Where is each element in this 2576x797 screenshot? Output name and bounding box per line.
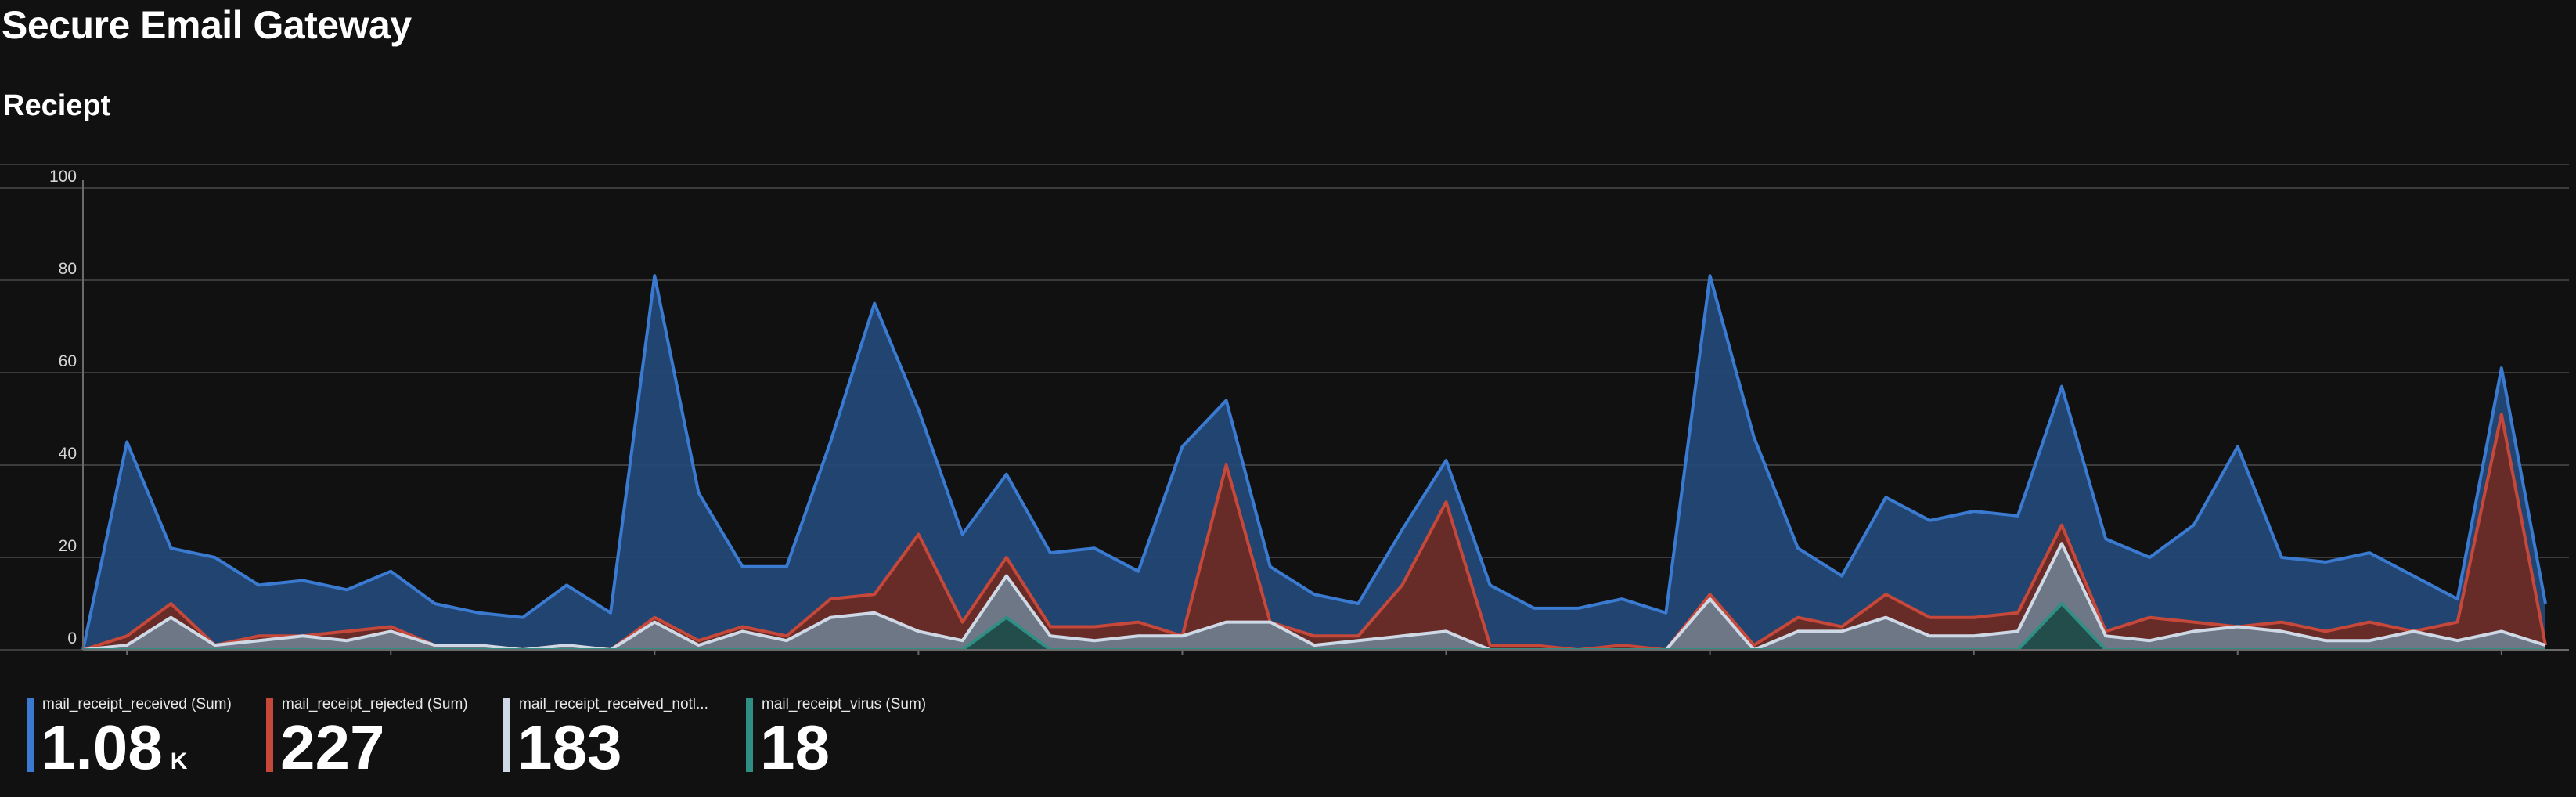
legend-value: 183 <box>517 712 622 782</box>
legend-value: 1.08 K <box>41 712 188 782</box>
legend-item-received[interactable]: mail_receipt_received (Sum) 1.08 K <box>27 695 254 782</box>
legend-swatch <box>746 698 753 772</box>
legend-item-received-notl[interactable]: mail_receipt_received_notl... 183 <box>503 695 730 782</box>
series-area-3 <box>83 604 2545 650</box>
legend-swatch <box>27 698 34 772</box>
section-title: Reciept <box>3 89 111 122</box>
y-tick-label: 20 <box>59 537 77 555</box>
y-tick-label: 80 <box>59 260 77 278</box>
page-title: Secure Email Gateway <box>2 3 412 47</box>
area-chart[interactable]: 0204060801001828 Oct06121829 Oct06121830… <box>0 157 2576 658</box>
y-tick-label: 0 <box>67 629 77 647</box>
legend-label: mail_receipt_received (Sum) <box>42 696 232 712</box>
axes: 0204060801001828 Oct06121829 Oct06121830… <box>49 168 2569 655</box>
series-line-2 <box>82 542 2546 651</box>
y-tick-label: 60 <box>59 352 77 370</box>
series-line-0 <box>81 274 2547 651</box>
legend-label: mail_receipt_virus (Sum) <box>762 696 927 712</box>
y-tick-label: 100 <box>49 168 77 186</box>
legend-value: 18 <box>760 712 830 782</box>
series-area-0 <box>83 276 2545 650</box>
legend-label: mail_receipt_received_notl... <box>519 696 708 712</box>
legend-item-rejected[interactable]: mail_receipt_rejected (Sum) 227 <box>266 695 493 782</box>
legend-swatch <box>266 698 273 772</box>
series-areas <box>81 274 2547 651</box>
y-tick-label: 40 <box>59 445 77 463</box>
legend-value: 227 <box>280 712 385 782</box>
legend-swatch <box>503 698 510 772</box>
legend-label: mail_receipt_rejected (Sum) <box>282 696 468 712</box>
legend-unit: K <box>170 748 188 774</box>
legend-item-virus[interactable]: mail_receipt_virus (Sum) 18 <box>746 695 973 782</box>
